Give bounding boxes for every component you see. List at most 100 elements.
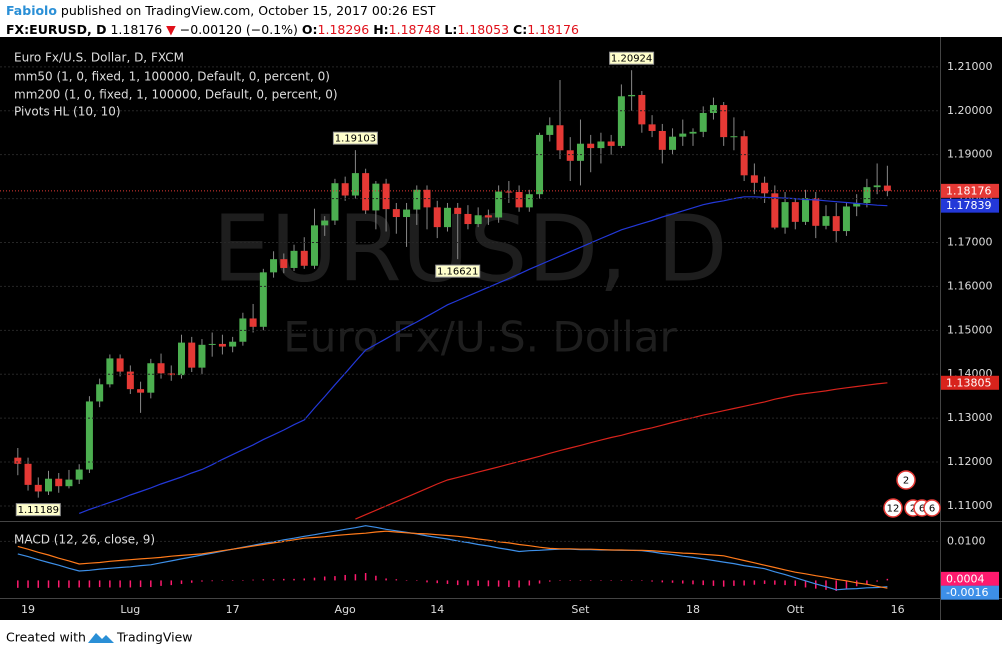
histogram-bar bbox=[784, 580, 786, 586]
candle-body bbox=[321, 220, 329, 226]
histogram-bar bbox=[497, 580, 500, 587]
candle-body bbox=[45, 478, 53, 492]
legend-title: MACD (12, 26, close, 9) bbox=[14, 533, 155, 547]
candle-body bbox=[14, 457, 22, 464]
ohlc-key: H: bbox=[373, 22, 388, 37]
candle-body bbox=[597, 141, 605, 149]
histogram-bar bbox=[692, 580, 694, 585]
histogram-bar bbox=[651, 580, 653, 582]
event-marker[interactable] bbox=[883, 498, 903, 518]
y-tick-label: 1.15000 bbox=[947, 323, 993, 336]
candle-body bbox=[679, 133, 687, 137]
histogram-bar bbox=[815, 580, 817, 589]
legend-entry: mm200 (1, 0, fixed, 1, 100000, Default, … bbox=[14, 88, 338, 102]
histogram-bar bbox=[98, 580, 101, 588]
price-tag bbox=[941, 375, 999, 390]
histogram-bar bbox=[139, 580, 142, 588]
event-marker[interactable] bbox=[923, 499, 941, 517]
author[interactable]: Fabiolo bbox=[6, 3, 57, 18]
histogram-bar bbox=[804, 580, 807, 588]
candle-body bbox=[791, 202, 799, 222]
published: published on TradingView.com, October 15… bbox=[61, 3, 436, 18]
candle-body bbox=[842, 206, 850, 232]
histogram-bar bbox=[487, 580, 490, 587]
histogram-bar bbox=[323, 576, 326, 581]
histogram-bar bbox=[283, 578, 285, 581]
price-tag-label: 1.13805 bbox=[946, 376, 992, 389]
candle-body bbox=[96, 384, 104, 402]
histogram-bar bbox=[456, 580, 459, 586]
event-label: 12 bbox=[887, 504, 900, 515]
candle-body bbox=[873, 185, 881, 188]
event-label: 2 bbox=[910, 504, 916, 515]
y-tick-label: 1.16000 bbox=[947, 279, 993, 292]
y-tick-label: 1.17000 bbox=[947, 235, 993, 248]
candle-body bbox=[167, 373, 175, 376]
candle-body bbox=[413, 189, 421, 210]
footer-brand[interactable]: TradingView bbox=[116, 630, 193, 645]
histogram-bar bbox=[794, 580, 797, 586]
histogram-bar bbox=[375, 575, 377, 581]
candle-body bbox=[188, 342, 196, 368]
candle-body bbox=[576, 143, 584, 161]
symbol: FX:EURUSD, D bbox=[6, 22, 107, 37]
candle-body bbox=[720, 105, 728, 138]
histogram-bar bbox=[201, 580, 203, 582]
candle-body bbox=[341, 183, 349, 196]
series-line bbox=[355, 382, 888, 520]
histogram-bar bbox=[68, 580, 70, 588]
histogram-bar bbox=[835, 580, 837, 591]
candle-body bbox=[106, 358, 114, 385]
watermark-sub: Euro Fx/U.S. Dollar bbox=[283, 313, 677, 362]
ohlc-value: 1.18176 bbox=[527, 22, 579, 37]
pivot-label-box bbox=[332, 131, 378, 145]
candle-body bbox=[822, 216, 830, 226]
ohlc-key: L: bbox=[444, 22, 457, 37]
histogram-bar bbox=[129, 580, 132, 588]
x-tick-label: 17 bbox=[226, 603, 240, 616]
event-label: 2 bbox=[903, 476, 909, 487]
candle-body bbox=[126, 371, 134, 390]
histogram-bar bbox=[47, 580, 50, 588]
histogram-bar bbox=[293, 578, 295, 581]
histogram-bar bbox=[876, 580, 878, 582]
histogram-bar bbox=[508, 580, 510, 588]
histogram-bar bbox=[641, 580, 643, 581]
histogram-bar bbox=[231, 580, 234, 581]
last-price: 1.18176 bbox=[110, 22, 162, 37]
candle-body bbox=[546, 125, 554, 135]
candle-body bbox=[689, 131, 697, 134]
candle-body bbox=[863, 187, 871, 203]
candle-body bbox=[382, 183, 390, 210]
x-tick-label: 18 bbox=[686, 603, 700, 616]
histogram-bar bbox=[866, 580, 868, 584]
histogram-bar bbox=[426, 580, 428, 583]
event-label: 6 bbox=[919, 504, 925, 515]
histogram-bar bbox=[37, 580, 40, 588]
candle-body bbox=[812, 198, 820, 226]
candle-body bbox=[229, 341, 237, 347]
candle-body bbox=[137, 389, 145, 393]
histogram-bar bbox=[252, 579, 254, 581]
event-marker[interactable] bbox=[896, 470, 916, 490]
histogram-bar bbox=[313, 577, 316, 581]
histogram-bar bbox=[753, 580, 756, 585]
histogram-bar bbox=[344, 574, 346, 581]
histogram-bar bbox=[610, 580, 612, 581]
histogram-bar bbox=[446, 580, 449, 584]
watermark: EURUSD, D bbox=[212, 195, 727, 302]
candle-body bbox=[750, 175, 758, 183]
pivot-label: 1.20924 bbox=[611, 54, 652, 65]
histogram-bar bbox=[303, 578, 306, 581]
histogram-bar bbox=[763, 580, 766, 584]
price-tag-label: 1.18176 bbox=[946, 184, 992, 197]
candle-body bbox=[505, 191, 513, 193]
histogram-bar bbox=[17, 580, 19, 588]
histogram-bar bbox=[88, 580, 91, 588]
candle-body bbox=[34, 484, 42, 492]
histogram-bar bbox=[661, 580, 664, 583]
histogram-bar bbox=[27, 580, 29, 588]
legend-entry: Pivots HL (10, 10) bbox=[14, 105, 121, 119]
candle-body bbox=[433, 207, 441, 228]
x-tick-label: Set bbox=[571, 603, 590, 616]
